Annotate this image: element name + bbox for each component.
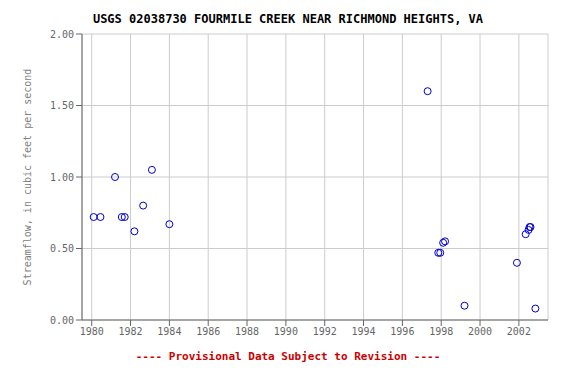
svg-text:Streamflow, in cubic feet per: Streamflow, in cubic feet per second — [22, 69, 33, 286]
svg-text:1996: 1996 — [390, 326, 414, 337]
html-text:---- Provisional Data Subject: ---- Provisional Data Subject to Revisio… — [135, 350, 441, 363]
svg-text:1.00: 1.00 — [50, 172, 74, 183]
svg-text:1994: 1994 — [351, 326, 375, 337]
svg-text:2.00: 2.00 — [50, 29, 74, 40]
svg-text:1998: 1998 — [429, 326, 453, 337]
svg-text:0.50: 0.50 — [50, 243, 74, 254]
svg-text:1988: 1988 — [235, 326, 259, 337]
svg-text:1990: 1990 — [274, 326, 298, 337]
svg-text:2002: 2002 — [507, 326, 531, 337]
svg-text:2000: 2000 — [468, 326, 492, 337]
svg-text:1992: 1992 — [313, 326, 337, 337]
svg-text:1986: 1986 — [196, 326, 220, 337]
svg-text:0.00: 0.00 — [50, 315, 74, 326]
html-text:USGS 02038730 FOURMILE CREEK N: USGS 02038730 FOURMILE CREEK NEAR RICHMO… — [92, 12, 484, 26]
svg-text:1980: 1980 — [80, 326, 104, 337]
svg-text:1.50: 1.50 — [50, 100, 74, 111]
svg-text:1982: 1982 — [118, 326, 142, 337]
svg-text:1984: 1984 — [157, 326, 181, 337]
